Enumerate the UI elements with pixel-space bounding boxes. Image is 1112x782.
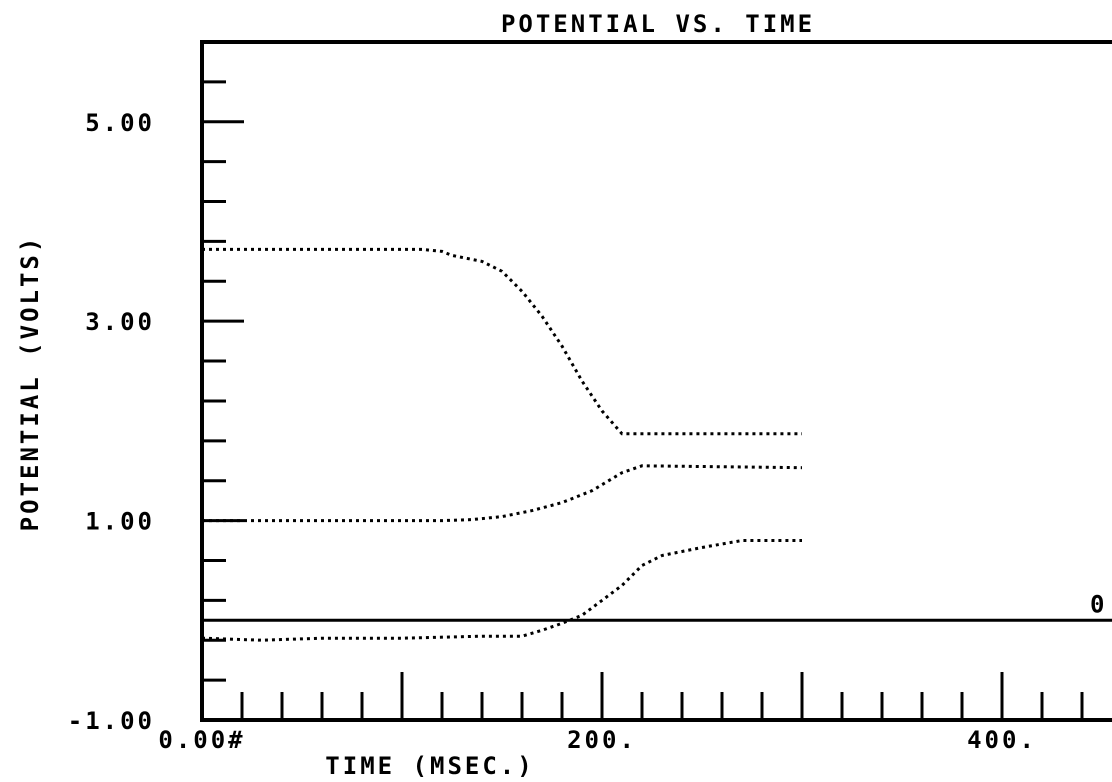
series-layer xyxy=(201,247,803,642)
y-tick-label: -1.00 xyxy=(68,707,155,735)
y-tick-label: 1.00 xyxy=(85,508,155,536)
y-tick-labels: 5.00 3.00 1.00 -1.00 xyxy=(68,109,155,735)
x-ticks xyxy=(240,672,1084,720)
x-tick-label: 400. xyxy=(967,726,1037,754)
series-line-2 xyxy=(202,464,803,523)
series-line-1 xyxy=(202,247,802,436)
x-tick-labels: 0.00# 200. 400. xyxy=(158,726,1037,754)
zero-line-label: 0 xyxy=(1090,590,1107,618)
y-ticks xyxy=(202,40,244,722)
x-axis-label: TIME (MSEC.) xyxy=(325,752,534,780)
y-axis-label: POTENTIAL (VOLTS) xyxy=(16,235,44,532)
x-tick-label: 0.00# xyxy=(158,726,245,754)
chart-title: POTENTIAL VS. TIME xyxy=(501,10,815,38)
series-line-3 xyxy=(201,539,802,642)
y-tick-label: 5.00 xyxy=(85,109,155,137)
y-tick-label: 3.00 xyxy=(85,308,155,336)
x-tick-label: 200. xyxy=(567,726,637,754)
